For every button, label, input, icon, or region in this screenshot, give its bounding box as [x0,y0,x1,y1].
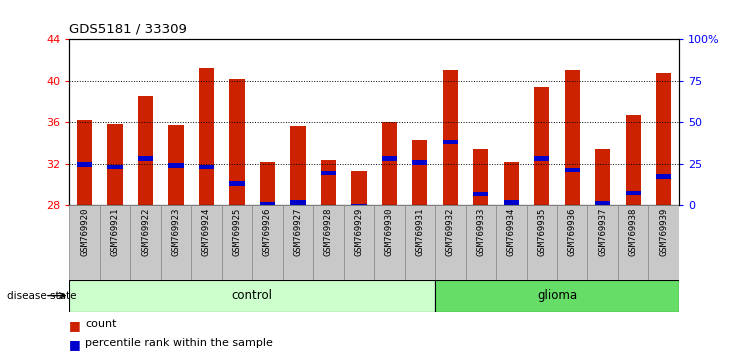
Bar [557,205,588,280]
Bar [199,165,214,169]
Text: GSM769933: GSM769933 [476,207,485,256]
Bar [69,205,100,280]
Bar [351,171,366,205]
Text: ■: ■ [69,338,81,351]
Text: GSM769930: GSM769930 [385,207,394,256]
Text: ■: ■ [69,319,81,332]
Bar [626,190,641,195]
Text: control: control [231,289,273,302]
Text: GSM769936: GSM769936 [568,207,577,256]
Bar [656,174,672,178]
Bar [534,87,550,205]
Bar [588,205,618,280]
Bar [526,205,557,280]
Bar [648,205,679,280]
Text: GSM769932: GSM769932 [446,207,455,256]
Bar [107,124,123,205]
Bar [412,160,428,165]
Bar [473,149,488,205]
Bar [100,205,131,280]
Bar [382,122,397,205]
Bar [107,165,123,169]
Bar [320,160,336,205]
Bar [229,181,245,186]
Bar [260,162,275,205]
Bar [291,126,306,205]
Text: GSM769921: GSM769921 [110,207,120,256]
Bar [169,125,184,205]
Bar [564,70,580,205]
Text: GSM769923: GSM769923 [172,207,180,256]
Text: GSM769928: GSM769928 [324,207,333,256]
Bar [283,205,313,280]
Text: GSM769924: GSM769924 [202,207,211,256]
Bar [191,205,222,280]
Bar [291,200,306,205]
Text: GSM769937: GSM769937 [598,207,607,256]
Bar [382,156,397,161]
Bar [161,205,191,280]
Text: GSM769934: GSM769934 [507,207,516,256]
Bar [222,205,253,280]
Bar [435,205,466,280]
Bar [77,120,92,205]
Bar [618,205,648,280]
Text: count: count [85,319,117,329]
Text: GSM769938: GSM769938 [629,207,638,256]
Bar [229,80,245,205]
Bar [442,139,458,144]
Text: GDS5181 / 33309: GDS5181 / 33309 [69,22,187,35]
Bar [564,168,580,172]
Bar [253,205,283,280]
Text: GSM769920: GSM769920 [80,207,89,256]
Bar [442,70,458,205]
Bar [69,280,435,312]
Bar [656,73,672,205]
Bar [473,192,488,196]
Bar [138,96,153,205]
Text: GSM769935: GSM769935 [537,207,546,256]
Bar [351,204,366,209]
Text: GSM769926: GSM769926 [263,207,272,256]
Bar [260,202,275,207]
Bar [138,156,153,161]
Bar [199,68,214,205]
Bar [504,162,519,205]
Bar [169,164,184,168]
Bar [534,156,550,161]
Bar [77,162,92,167]
Bar [496,205,526,280]
Bar [313,205,344,280]
Bar [344,205,374,280]
Text: glioma: glioma [537,289,577,302]
Bar [626,115,641,205]
Bar [595,149,610,205]
Text: GSM769929: GSM769929 [354,207,364,256]
Text: GSM769925: GSM769925 [232,207,242,256]
Text: GSM769922: GSM769922 [141,207,150,256]
Text: disease state: disease state [7,291,77,301]
Text: percentile rank within the sample: percentile rank within the sample [85,338,273,348]
Text: GSM769931: GSM769931 [415,207,424,256]
Bar [412,140,428,205]
Bar [435,280,679,312]
Text: GSM769927: GSM769927 [293,207,302,256]
Bar [131,205,161,280]
Bar [320,171,336,176]
Bar [504,200,519,205]
Bar [466,205,496,280]
Bar [404,205,435,280]
Bar [595,201,610,206]
Text: GSM769939: GSM769939 [659,207,668,256]
Bar [374,205,404,280]
